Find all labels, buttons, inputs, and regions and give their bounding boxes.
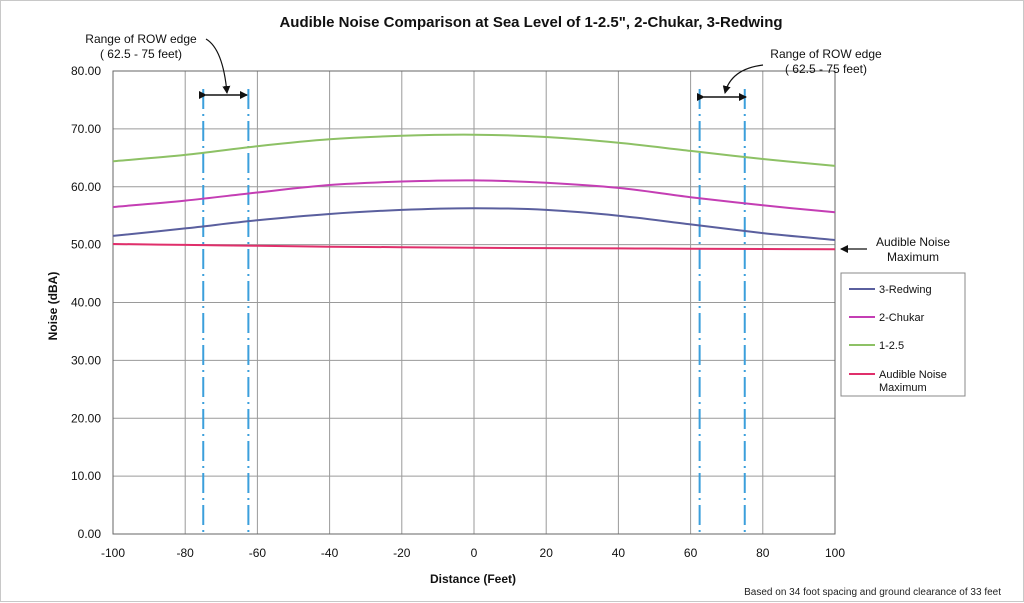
x-tick-label: 20 bbox=[540, 546, 554, 560]
legend-box bbox=[840, 272, 966, 397]
chart-title: Audible Noise Comparison at Sea Level of… bbox=[279, 14, 782, 31]
series-line-1-2-5 bbox=[112, 133, 836, 167]
series-line-audible-noise-maximum bbox=[112, 243, 836, 251]
footnote: Based on 34 foot spacing and ground clea… bbox=[744, 587, 1001, 598]
y-tick-label: 40.00 bbox=[71, 296, 101, 310]
x-tick-label: -40 bbox=[321, 546, 339, 560]
x-tick-label: 80 bbox=[756, 546, 770, 560]
right-row-pointer-arrow bbox=[722, 64, 764, 94]
y-tick-label: 70.00 bbox=[71, 122, 101, 136]
left-row-annotation-line2: ( 62.5 - 75 feet) bbox=[100, 47, 182, 61]
y-tick-label: 0.00 bbox=[78, 527, 102, 541]
series-line-2-chukar bbox=[112, 179, 836, 214]
legend-label: 2-Chukar bbox=[879, 312, 925, 324]
right-row-annotation-line1: Range of ROW edge bbox=[770, 47, 882, 61]
left-row-annotation-line1: Range of ROW edge bbox=[85, 32, 197, 46]
x-tick-label: 0 bbox=[471, 546, 478, 560]
x-tick-label: -20 bbox=[393, 546, 411, 560]
plot-area-border bbox=[112, 70, 836, 535]
x-axis-title: Distance (Feet) bbox=[430, 572, 516, 586]
series-lines bbox=[112, 133, 836, 251]
y-tick-label: 50.00 bbox=[71, 238, 101, 252]
x-tick-label: 60 bbox=[684, 546, 698, 560]
left-row-pointer-arrow bbox=[205, 38, 231, 94]
y-tick-label: 10.00 bbox=[71, 469, 101, 483]
right-row-annotation-line2: ( 62.5 - 75 feet) bbox=[785, 62, 867, 76]
legend-label: Maximum bbox=[879, 382, 927, 394]
max-annotation-line1: Audible Noise bbox=[876, 235, 950, 249]
grid bbox=[112, 70, 836, 535]
x-tick-label: -60 bbox=[249, 546, 267, 560]
y-axis-title: Noise (dBA) bbox=[46, 272, 60, 341]
legend-label: 3-Redwing bbox=[879, 284, 932, 296]
legend-label: Audible Noise bbox=[879, 369, 947, 381]
row-edge-lines bbox=[202, 89, 746, 534]
y-tick-label: 20.00 bbox=[71, 411, 101, 425]
y-tick-label: 30.00 bbox=[71, 353, 101, 367]
x-tick-label: 40 bbox=[612, 546, 626, 560]
y-tick-labels: 0.00 10.00 20.00 30.00 40.00 50.00 60.00 70.00 8… bbox=[71, 64, 101, 541]
x-tick-label: -80 bbox=[177, 546, 195, 560]
max-annotation-line2: Maximum bbox=[887, 250, 939, 264]
x-tick-labels: -100 -80 -60 -40 -20 0 20 40 60 80 100 bbox=[101, 546, 845, 560]
y-tick-label: 60.00 bbox=[71, 180, 101, 194]
legend-label: 1-2.5 bbox=[879, 340, 904, 352]
legend: 3-Redwing 2-Chukar 1-2.5 Audible NoiseMaxim… bbox=[840, 272, 966, 397]
series-line-3-redwing bbox=[112, 207, 836, 241]
y-tick-label: 80.00 bbox=[71, 64, 101, 78]
x-tick-label: -100 bbox=[101, 546, 125, 560]
x-tick-label: 100 bbox=[825, 546, 845, 560]
